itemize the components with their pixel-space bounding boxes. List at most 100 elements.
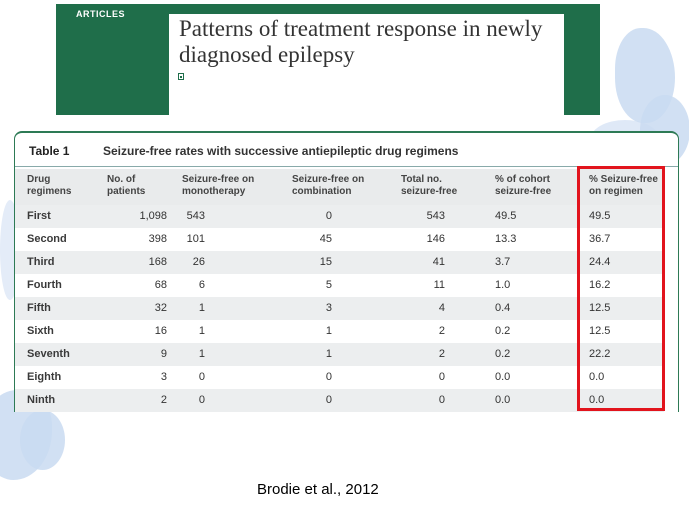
cell-cohort-pct: 0.2 — [495, 348, 511, 360]
cell-regimen: Third — [27, 256, 55, 268]
cell-cohort-pct: 0.2 — [495, 325, 511, 337]
cell-total: 11 — [433, 279, 445, 291]
cell-regimen-pct: 16.2 — [589, 279, 611, 291]
table-caption: Seizure-free rates with successive antie… — [103, 144, 459, 158]
article-header: ARTICLES Patterns of treatment response … — [56, 4, 600, 115]
table-row: First 1,098 543 0 543 49.5 49.5 — [15, 205, 664, 228]
cell-regimen: Eighth — [27, 371, 62, 383]
cell-regimen-pct: 22.2 — [589, 348, 611, 360]
table-title-row: Table 1 Seizure-free rates with successi… — [15, 133, 678, 167]
table-row: Sixth 16 1 1 2 0.2 12.5 — [15, 320, 664, 343]
cell-monotherapy: 0 — [198, 371, 205, 383]
cell-combination: 0 — [325, 394, 332, 406]
table-label: Table 1 — [29, 144, 70, 158]
column-header-line: % Seizure-free — [589, 174, 658, 185]
cell-combination: 45 — [319, 233, 332, 245]
column-header-line: Total no. — [401, 174, 442, 185]
column-header-line: No. of — [107, 174, 136, 185]
cell-regimen-pct: 12.5 — [589, 325, 611, 337]
article-title-panel: Patterns of treatment response in newly … — [169, 14, 564, 115]
column-header-line: seizure-free — [401, 186, 458, 197]
cell-monotherapy: 101 — [186, 233, 205, 245]
table-header-row: Drug regimens No. of patients Seizure-free o… — [15, 169, 664, 205]
cell-patients: 68 — [154, 279, 167, 291]
cell-monotherapy: 543 — [186, 210, 205, 222]
cell-monotherapy: 26 — [192, 256, 205, 268]
table-row: Fifth 32 1 3 4 0.4 12.5 — [15, 297, 664, 320]
article-title-line-2: diagnosed epilepsy — [179, 42, 355, 67]
cell-combination: 15 — [319, 256, 332, 268]
cell-combination: 1 — [325, 325, 332, 337]
cell-total: 2 — [438, 348, 445, 360]
open-access-icon — [178, 73, 184, 80]
cell-monotherapy: 6 — [198, 279, 205, 291]
column-header-regimen-pct: % Seizure-free on regimen — [589, 174, 658, 198]
column-header-line: patients — [107, 186, 146, 197]
cell-monotherapy: 1 — [198, 348, 205, 360]
cell-patients: 1,098 — [139, 210, 167, 222]
highlight-box — [577, 166, 665, 411]
cell-regimen: Fifth — [27, 302, 51, 314]
results-table: Table 1 Seizure-free rates with successi… — [14, 131, 679, 412]
table-row: Second 398 101 45 146 13.3 36.7 — [15, 228, 664, 251]
column-header-line: monotherapy — [182, 186, 246, 197]
table-row: Fourth 68 6 5 11 1.0 16.2 — [15, 274, 664, 297]
cell-regimen: First — [27, 210, 51, 222]
column-header-regimen: Drug regimens — [27, 174, 71, 198]
decorative-swirl — [20, 410, 65, 470]
cell-regimen: Sixth — [27, 325, 54, 337]
cell-regimen: Seventh — [27, 348, 70, 360]
cell-cohort-pct: 3.7 — [495, 256, 511, 268]
cell-regimen-pct: 0.0 — [589, 394, 605, 406]
cell-regimen-pct: 12.5 — [589, 302, 611, 314]
table-row: Seventh 9 1 1 2 0.2 22.2 — [15, 343, 664, 366]
cell-cohort-pct: 49.5 — [495, 210, 517, 222]
cell-regimen: Second — [27, 233, 67, 245]
cell-total: 146 — [426, 233, 445, 245]
column-header-monotherapy: Seizure-free on monotherapy — [182, 174, 254, 198]
cell-patients: 168 — [148, 256, 167, 268]
table-row: Ninth 2 0 0 0 0.0 0.0 — [15, 389, 664, 412]
cell-combination: 1 — [325, 348, 332, 360]
cell-patients: 9 — [160, 348, 167, 360]
cell-patients: 3 — [160, 371, 167, 383]
table-row: Eighth 3 0 0 0 0.0 0.0 — [15, 366, 664, 389]
cell-cohort-pct: 13.3 — [495, 233, 517, 245]
table-row: Third 168 26 15 41 3.7 24.4 — [15, 251, 664, 274]
column-header-line: % of cohort — [495, 174, 550, 185]
section-label: ARTICLES — [76, 9, 125, 19]
cell-regimen-pct: 49.5 — [589, 210, 611, 222]
column-header-line: combination — [292, 186, 352, 197]
cell-regimen-pct: 36.7 — [589, 233, 611, 245]
column-header-line: Seizure-free on — [292, 174, 365, 185]
column-header-line: regimens — [27, 186, 72, 197]
cell-regimen: Fourth — [27, 279, 62, 291]
cell-monotherapy: 0 — [198, 394, 205, 406]
article-title: Patterns of treatment response in newly … — [179, 16, 559, 68]
column-header-cohort-pct: % of cohort seizure-free — [495, 174, 551, 198]
cell-cohort-pct: 1.0 — [495, 279, 511, 291]
cell-patients: 2 — [160, 394, 167, 406]
cell-patients: 16 — [154, 325, 167, 337]
cell-combination: 0 — [325, 210, 332, 222]
cell-regimen-pct: 24.4 — [589, 256, 611, 268]
citation: Brodie et al., 2012 — [257, 481, 379, 498]
cell-total: 2 — [438, 325, 445, 337]
column-header-total: Total no. seizure-free — [401, 174, 457, 198]
cell-total: 0 — [438, 371, 445, 383]
cell-combination: 5 — [325, 279, 332, 291]
cell-patients: 32 — [154, 302, 167, 314]
cell-total: 0 — [438, 394, 445, 406]
cell-regimen: Ninth — [27, 394, 56, 406]
column-header-combination: Seizure-free on combination — [292, 174, 364, 198]
column-header-line: Seizure-free on — [182, 174, 255, 185]
cell-patients: 398 — [148, 233, 167, 245]
cell-total: 543 — [426, 210, 445, 222]
column-header-line: Drug — [27, 174, 51, 185]
cell-cohort-pct: 0.4 — [495, 302, 511, 314]
cell-regimen-pct: 0.0 — [589, 371, 605, 383]
cell-cohort-pct: 0.0 — [495, 371, 511, 383]
column-header-line: seizure-free — [495, 186, 552, 197]
cell-combination: 0 — [325, 371, 332, 383]
cell-total: 41 — [432, 256, 445, 268]
